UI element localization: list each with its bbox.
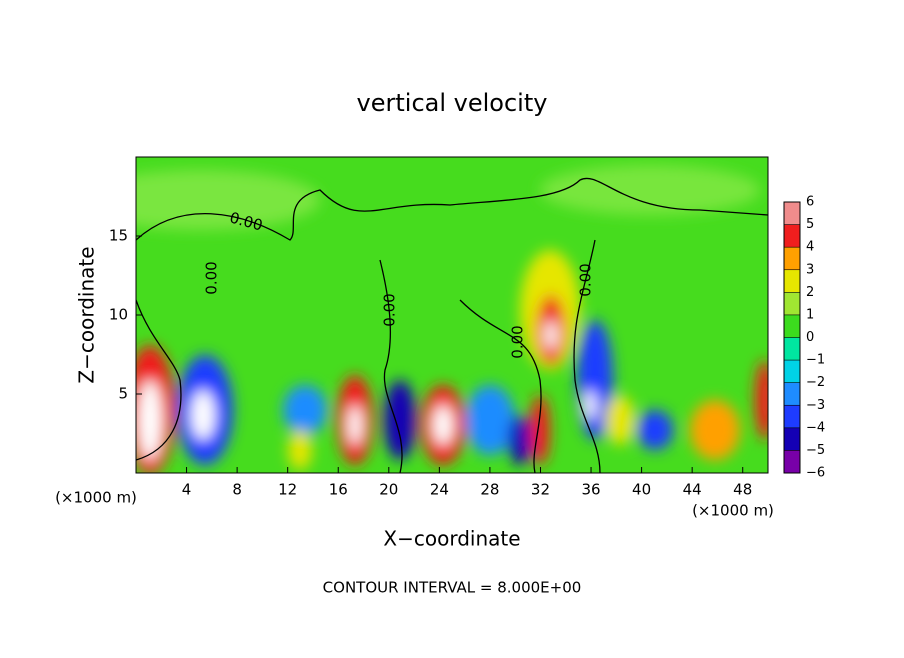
x-tick-label: 16 [329,481,348,499]
contour-label: 0.00 [203,261,221,294]
y-tick-label: 15 [109,227,128,245]
colorbar-tick-label: −1 [806,353,825,368]
y-tick-label: 10 [109,306,128,324]
x-axis-label: X−coordinate [383,527,520,551]
x-tick-label: 44 [683,481,702,499]
x-tick-label: 40 [632,481,651,499]
x-tick-label: 36 [581,481,600,499]
x-tick-label: 24 [430,481,449,499]
x-tick-label: 32 [531,481,550,499]
x-unit-label: (×1000 m) [692,502,774,520]
colorbar-tick-label: −2 [806,375,825,390]
field [136,157,768,473]
colorbar-tick-label: 3 [806,262,814,277]
colorbar-segment [784,337,800,361]
contour-label: 0.00 [577,263,595,296]
colorbar-tick-label: 6 [806,195,814,210]
colorbar-tick-label: −3 [806,398,825,413]
colorbar-tick-label: 2 [806,285,814,300]
x-tick-label: 4 [182,481,192,499]
colorbar-tick-label: 4 [806,240,814,255]
colorbar-tick-label: −4 [806,420,825,435]
colorbar-tick-label: −6 [806,466,825,481]
chart-title: vertical velocity [357,89,548,117]
x-tick-label: 48 [733,481,752,499]
contour-label: 0.00 [509,325,527,358]
colorbar-segment [784,247,800,270]
colorbar-segment [784,269,800,293]
colorbar-segment [784,314,800,338]
x-tick-label: 28 [480,481,499,499]
colorbar-segment [784,382,800,406]
colorbar-tick-label: 1 [806,307,814,322]
colorbar-tick-label: 5 [806,217,814,232]
colorbar-tick-label: −5 [806,443,825,458]
x-tick-label: 20 [379,481,398,499]
x-tick-label: 8 [232,481,242,499]
colorbar-segment [784,224,800,248]
x-unit-label: (×1000 m) [55,489,137,507]
colorbar-segment [784,360,800,383]
colorbar-segment [784,202,800,225]
colorbar-segment [784,292,800,315]
colorbar-segment [784,450,800,473]
y-tick-label: 5 [118,385,128,403]
colorbar-segment [784,405,800,428]
footer: CONTOUR INTERVAL = 8.000E+00 [323,579,582,597]
colorbar-tick-label: 0 [806,330,814,345]
y-axis-label: Z−coordinate [75,246,99,383]
x-tick-label: 12 [278,481,297,499]
contour-label: 0.00 [381,293,399,326]
colorbar-segment [784,427,800,451]
